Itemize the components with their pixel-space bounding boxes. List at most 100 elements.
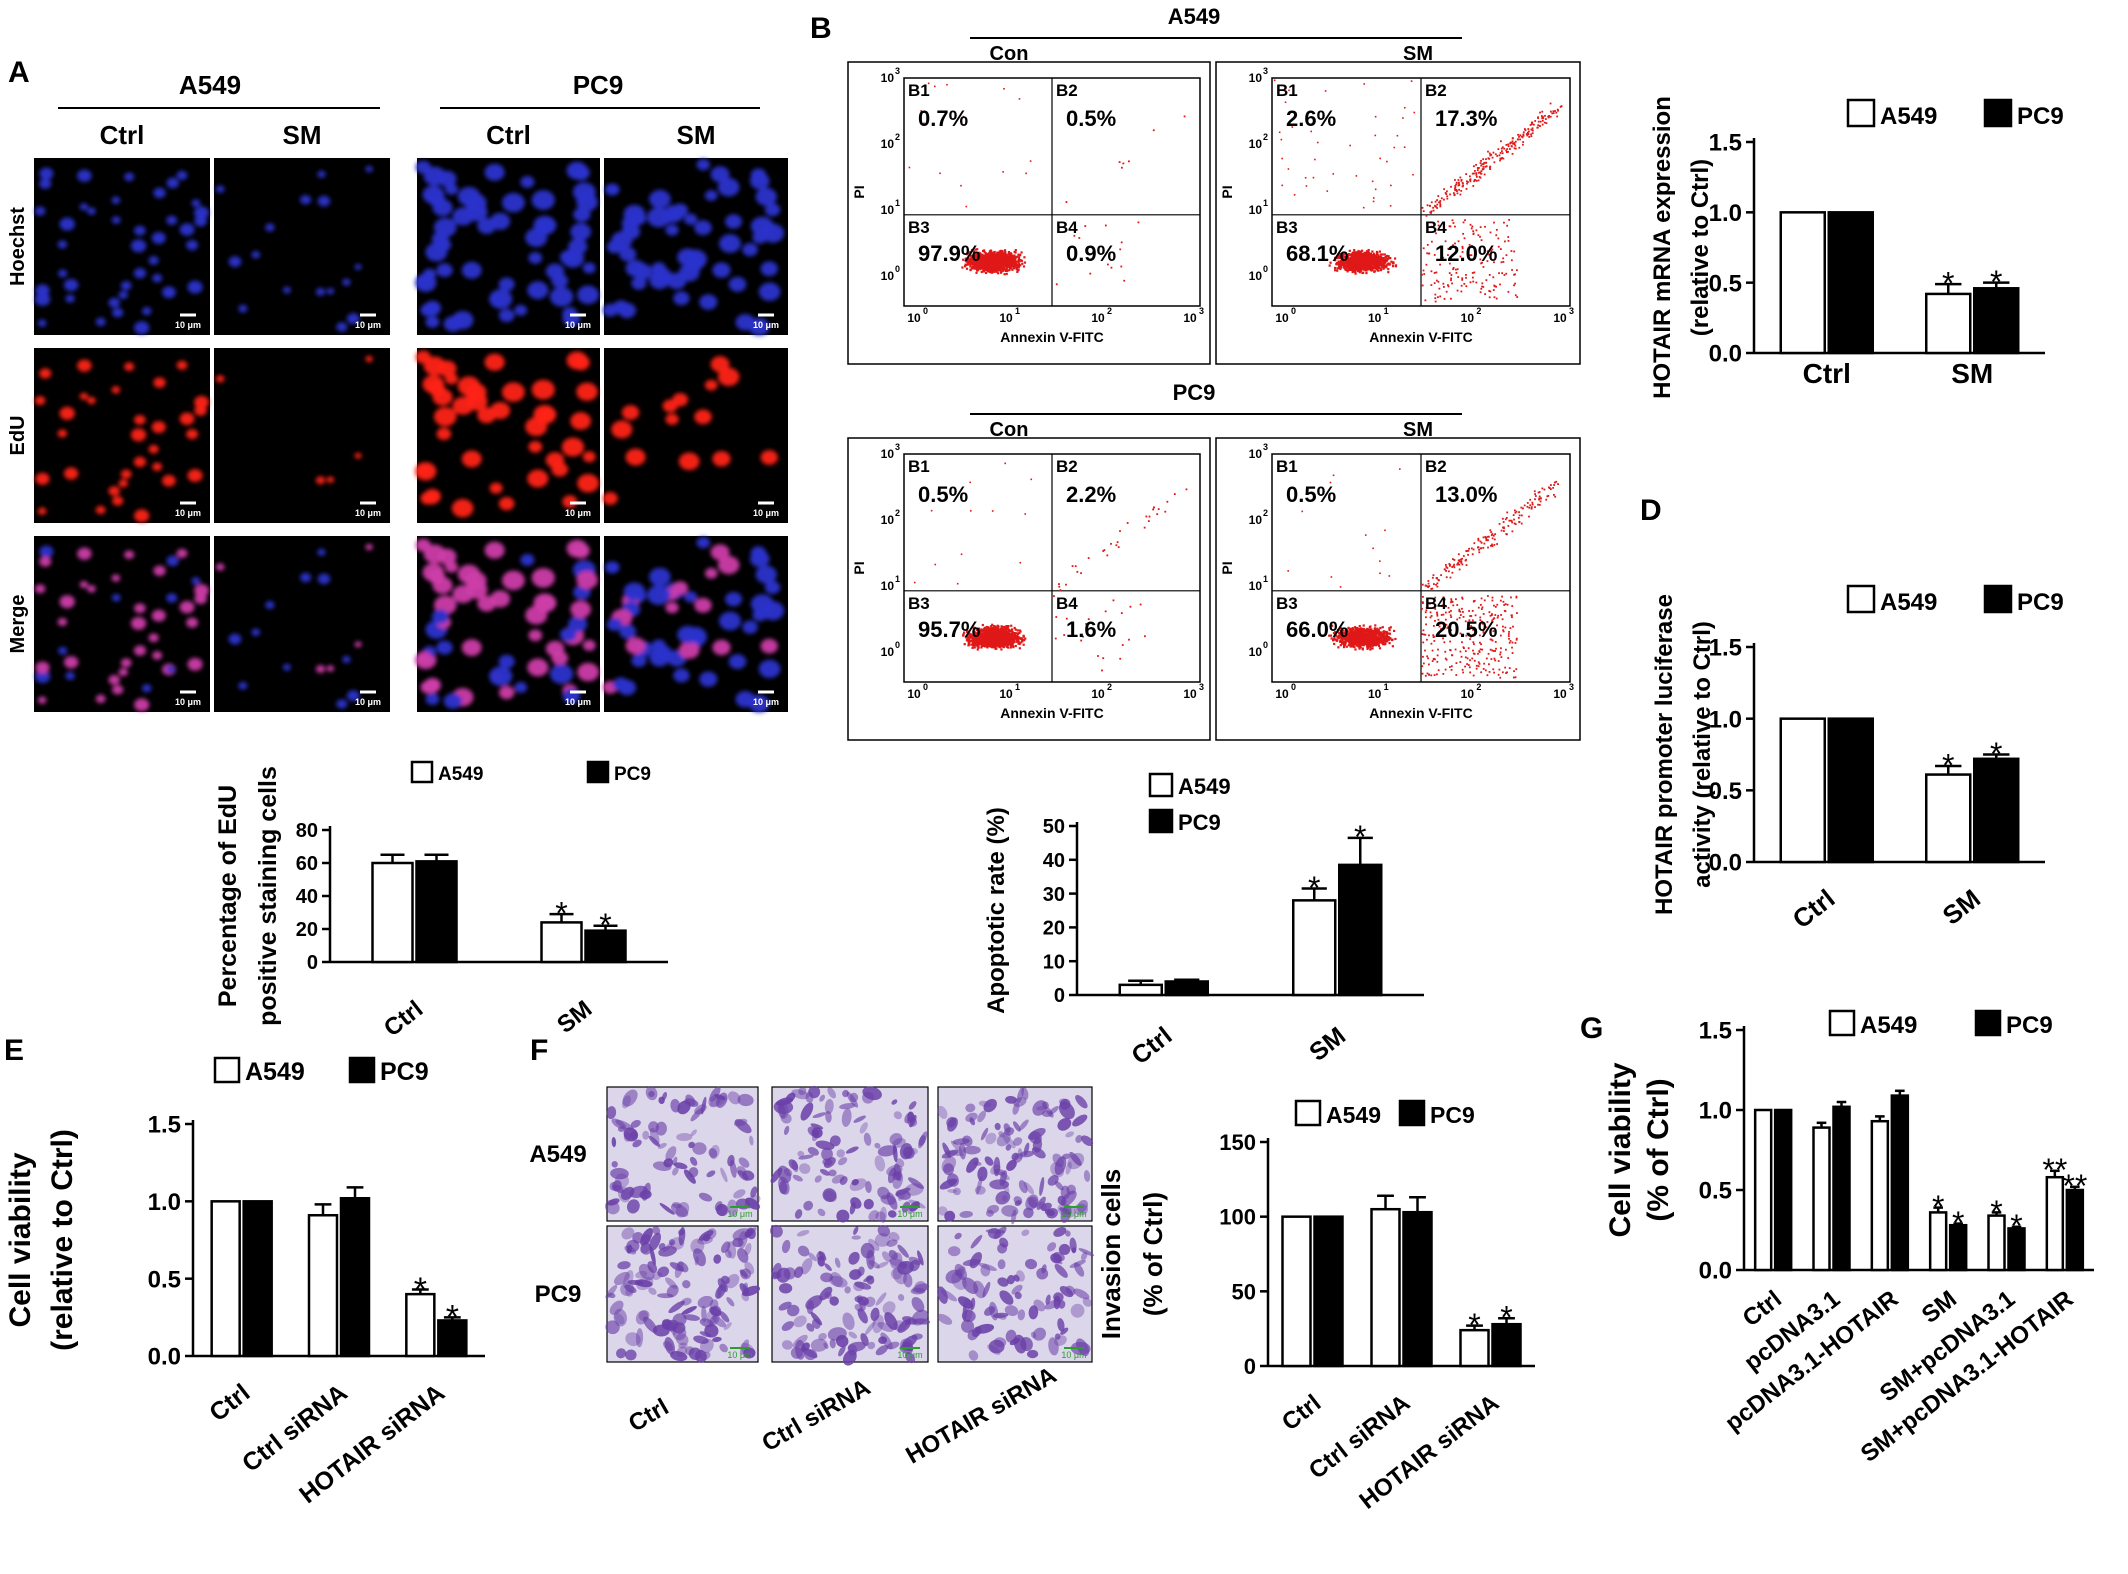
y-tick-exponent: 3 <box>895 66 900 76</box>
stained-cell <box>1054 1180 1064 1191</box>
stained-cell <box>878 1336 888 1344</box>
stained-cell <box>848 1331 858 1339</box>
event-dot <box>1554 110 1556 112</box>
scale-bar-label: 10 μm <box>753 320 779 330</box>
event-dot <box>986 258 989 261</box>
event-dot <box>1341 256 1344 259</box>
nucleus <box>576 193 598 212</box>
y-tick-exponent: 2 <box>895 132 900 142</box>
event-dot <box>1356 251 1359 254</box>
nucleus <box>457 376 481 396</box>
event-dot <box>1539 120 1542 123</box>
event-dot <box>1003 249 1007 252</box>
stained-cell <box>783 1125 790 1136</box>
event-dot <box>1482 266 1485 268</box>
event-dot <box>1426 252 1429 255</box>
stained-cell <box>613 1184 624 1194</box>
transwell-column-label: Ctrl <box>624 1393 673 1437</box>
event-dot <box>1457 179 1460 181</box>
nucleus <box>514 681 528 693</box>
event-dot <box>1544 114 1546 117</box>
event-dot <box>1366 260 1369 263</box>
stained-cell <box>611 1160 618 1168</box>
event-dot <box>965 629 969 633</box>
event-dot <box>1507 236 1510 238</box>
stained-cell <box>838 1345 846 1357</box>
stained-cell <box>1011 1152 1020 1161</box>
stained-cell <box>810 1338 828 1352</box>
event-dot <box>1005 266 1008 270</box>
event-dot <box>1458 188 1461 191</box>
event-dot <box>1011 268 1014 271</box>
scale-bar-label: 10 μm <box>897 1350 922 1360</box>
event-dot <box>1489 231 1492 234</box>
event-dot <box>1425 263 1428 266</box>
stained-cell <box>942 1142 951 1159</box>
event-dot <box>1382 262 1385 265</box>
nucleus <box>710 166 730 183</box>
event-dot <box>1514 273 1516 276</box>
event-dot <box>1465 273 1467 276</box>
event-dot <box>1003 259 1006 263</box>
nucleus <box>315 476 326 485</box>
event-dot <box>1369 258 1373 261</box>
event-dot <box>987 253 990 256</box>
event-dot <box>1552 110 1555 113</box>
stained-cell <box>1050 1162 1065 1178</box>
nucleus <box>326 476 335 483</box>
event-dot <box>1484 165 1487 168</box>
event-dot <box>1376 260 1380 263</box>
stained-cell <box>818 1332 827 1341</box>
event-dot <box>1516 296 1519 298</box>
stained-cell <box>997 1314 1007 1320</box>
event-dot <box>1488 152 1491 155</box>
event-dot <box>967 258 971 262</box>
stained-cell <box>819 1168 830 1176</box>
nucleus <box>436 427 452 441</box>
micrograph-merge: 10 μm <box>414 536 600 712</box>
stained-cell <box>630 1119 641 1128</box>
nucleus <box>65 671 75 680</box>
event-dot <box>1009 265 1012 268</box>
event-dot <box>1350 254 1353 257</box>
nucleus <box>501 570 525 591</box>
event-dot <box>1011 259 1014 262</box>
event-dot <box>1107 263 1109 266</box>
stained-cell <box>862 1086 882 1101</box>
nuclei <box>215 355 373 485</box>
nucleus <box>194 206 210 220</box>
event-dot <box>1005 263 1009 266</box>
event-dot <box>1339 259 1342 263</box>
stained-cell <box>682 1280 691 1289</box>
event-dot <box>1486 260 1489 262</box>
stained-cell <box>994 1122 1001 1131</box>
nucleus <box>576 382 598 401</box>
stained-cell <box>879 1206 887 1224</box>
stained-cell <box>902 1146 915 1159</box>
nucleus <box>187 280 203 294</box>
event-dot <box>1363 83 1366 85</box>
stained-cell <box>954 1263 967 1280</box>
nucleus <box>712 639 731 656</box>
event-dot <box>1381 253 1384 256</box>
event-dot <box>991 646 994 649</box>
event-dot <box>1018 258 1021 262</box>
event-dot <box>1463 237 1466 240</box>
nucleus <box>673 668 690 683</box>
flow-frame <box>847 437 1211 741</box>
stained-cell <box>908 1199 926 1209</box>
x-tick-label: 10 <box>1461 311 1475 325</box>
stained-cell <box>1027 1349 1039 1359</box>
event-dot <box>1356 255 1360 259</box>
event-dot <box>1479 291 1482 294</box>
event-dot <box>1002 257 1005 260</box>
event-dot <box>1001 262 1004 265</box>
event-dot <box>1495 297 1498 300</box>
stained-cell <box>1027 1128 1046 1140</box>
event-dot <box>1439 263 1441 266</box>
event-dot <box>1426 244 1429 246</box>
event-dot <box>1454 225 1456 228</box>
stained-cell <box>690 1129 697 1137</box>
nucleus <box>755 187 777 206</box>
nucleus <box>176 170 188 181</box>
